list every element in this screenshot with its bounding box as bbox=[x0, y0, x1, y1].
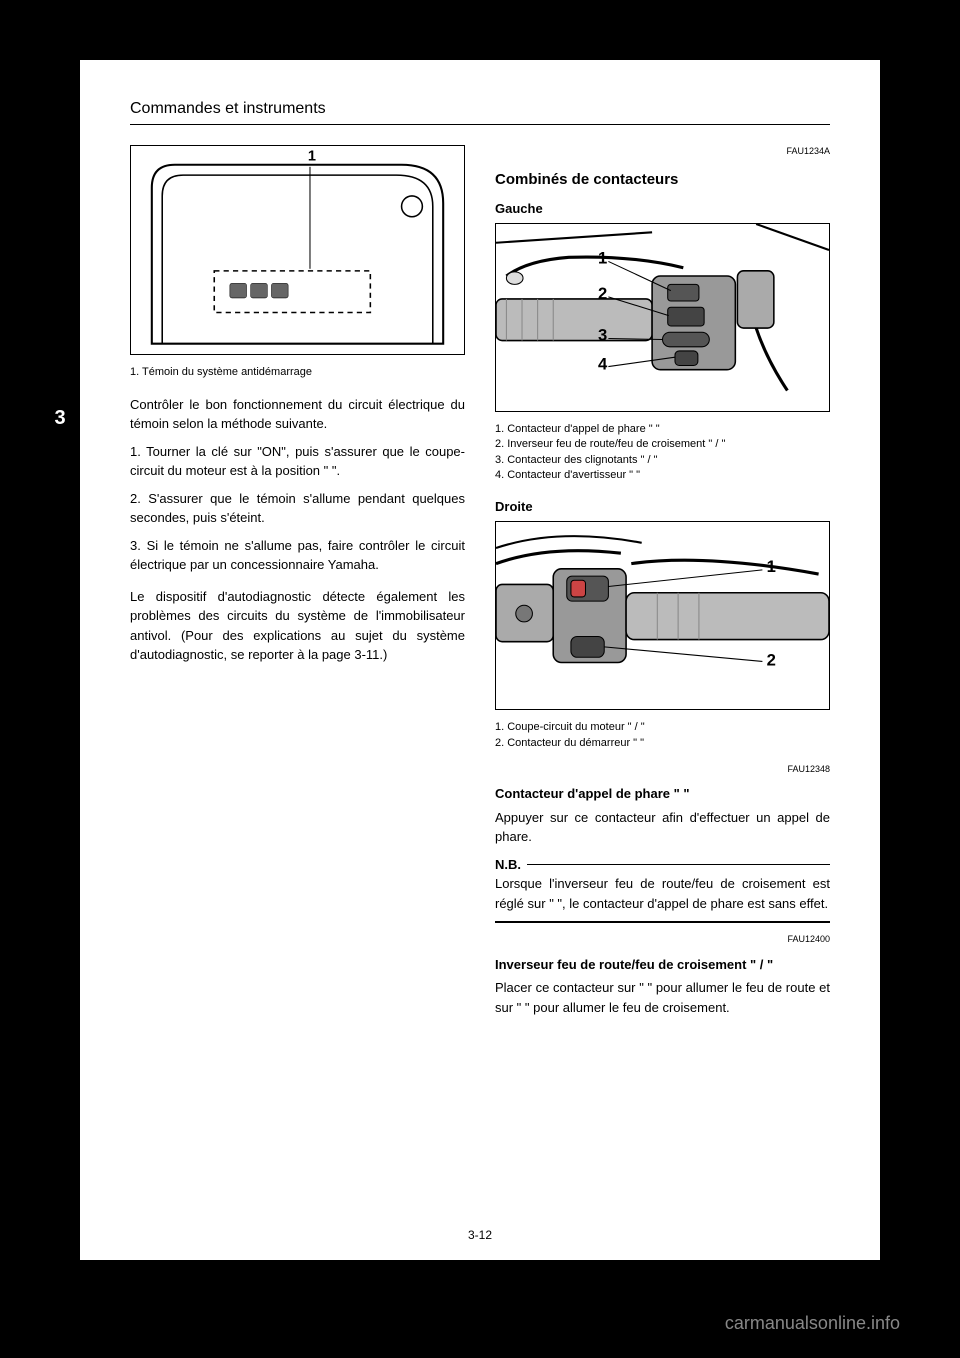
figure-left-handlebar: 1 2 3 4 bbox=[495, 223, 830, 412]
figure-immobilizer: 1 bbox=[130, 145, 465, 355]
manual-page: Commandes et instruments bbox=[80, 60, 880, 1260]
side-tab: 3 bbox=[42, 400, 78, 436]
svg-text:1: 1 bbox=[598, 248, 607, 267]
header-title: Commandes et instruments bbox=[130, 100, 326, 118]
left-column: 1 1. Témoin du système antidémarrage Con… bbox=[130, 145, 465, 1025]
svg-text:3: 3 bbox=[598, 325, 607, 344]
svg-text:1: 1 bbox=[308, 149, 316, 165]
nb-end-rule bbox=[495, 921, 830, 923]
subtitle-passing: Contacteur d'appel de phare " " bbox=[495, 784, 830, 804]
eau-code-3: FAU12400 bbox=[495, 933, 830, 947]
step-1: 1. Tourner la clé sur "ON", puis s'assur… bbox=[130, 442, 465, 481]
fig2-cap2: 2. Inverseur feu de route/feu de croisem… bbox=[495, 437, 830, 452]
step-3: 3. Si le témoin ne s'allume pas, faire c… bbox=[130, 536, 465, 575]
fig3-cap2: 2. Contacteur du démarreur " " bbox=[495, 736, 830, 751]
nb-text: Lorsque l'inverseur feu de route/feu de … bbox=[495, 874, 830, 913]
para-check: Contrôler le bon fonctionnement du circu… bbox=[130, 395, 465, 434]
left-handlebar-label: Gauche bbox=[495, 199, 830, 219]
eau-code-1: FAU1234A bbox=[495, 145, 830, 159]
eau-code-2: FAU12348 bbox=[495, 763, 830, 777]
page-header: Commandes et instruments bbox=[130, 100, 830, 125]
page-number: 3-12 bbox=[80, 1228, 880, 1242]
svg-text:2: 2 bbox=[767, 650, 776, 669]
right-handlebar-label: Droite bbox=[495, 497, 830, 517]
fig2-cap4: 4. Contacteur d'avertisseur " " bbox=[495, 468, 830, 483]
section-title: Combinés de contacteurs bbox=[495, 169, 830, 192]
svg-text:4: 4 bbox=[598, 354, 608, 373]
para-passing: Appuyer sur ce contacteur afin d'effectu… bbox=[495, 808, 830, 847]
right-column: FAU1234A Combinés de contacteurs Gauche bbox=[495, 145, 830, 1025]
step-2: 2. S'assurer que le témoin s'allume pend… bbox=[130, 489, 465, 528]
svg-text:1: 1 bbox=[767, 557, 776, 576]
nb-label: N.B. bbox=[495, 855, 521, 875]
figure-right-handlebar: 1 2 bbox=[495, 521, 830, 710]
svg-text:2: 2 bbox=[598, 283, 607, 302]
subtitle-dimmer: Inverseur feu de route/feu de croisement… bbox=[495, 955, 830, 975]
fig1-caption: 1. Témoin du système antidémarrage bbox=[130, 365, 465, 380]
para-dimmer: Placer ce contacteur sur " " pour allume… bbox=[495, 978, 830, 1017]
watermark: carmanualsonline.info bbox=[725, 1313, 900, 1334]
content-columns: 1 1. Témoin du système antidémarrage Con… bbox=[130, 145, 830, 1025]
para-autodiag: Le dispositif d'autodiagnostic détecte é… bbox=[130, 587, 465, 665]
fig2-cap1: 1. Contacteur d'appel de phare " " bbox=[495, 422, 830, 437]
fig3-cap1: 1. Coupe-circuit du moteur " / " bbox=[495, 720, 830, 735]
fig2-cap3: 3. Contacteur des clignotants " / " bbox=[495, 453, 830, 468]
